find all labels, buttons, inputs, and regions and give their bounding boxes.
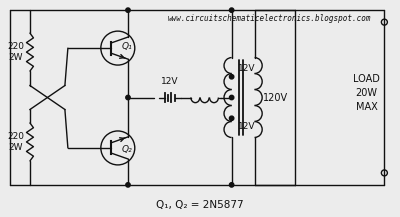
Circle shape (126, 183, 130, 187)
Text: 220
2W: 220 2W (8, 132, 24, 152)
Text: Q₁: Q₁ (122, 42, 132, 51)
Text: LOAD
20W
MAX: LOAD 20W MAX (353, 74, 380, 112)
Circle shape (230, 183, 234, 187)
Circle shape (126, 95, 130, 100)
Circle shape (230, 8, 234, 12)
Text: Q₁, Q₂ = 2N5877: Q₁, Q₂ = 2N5877 (156, 200, 244, 210)
Text: 220
2W: 220 2W (8, 42, 24, 62)
Circle shape (230, 116, 234, 120)
Circle shape (230, 75, 234, 79)
Text: Q₂: Q₂ (122, 145, 132, 155)
Circle shape (230, 95, 234, 100)
Text: 120V: 120V (262, 92, 288, 102)
Text: 12V: 12V (238, 122, 255, 131)
Text: www.circuitschematicelectronics.blogspot.com: www.circuitschematicelectronics.blogspot… (168, 14, 371, 23)
Text: 12V: 12V (238, 64, 255, 73)
Text: 12V: 12V (161, 77, 178, 85)
Circle shape (126, 8, 130, 12)
